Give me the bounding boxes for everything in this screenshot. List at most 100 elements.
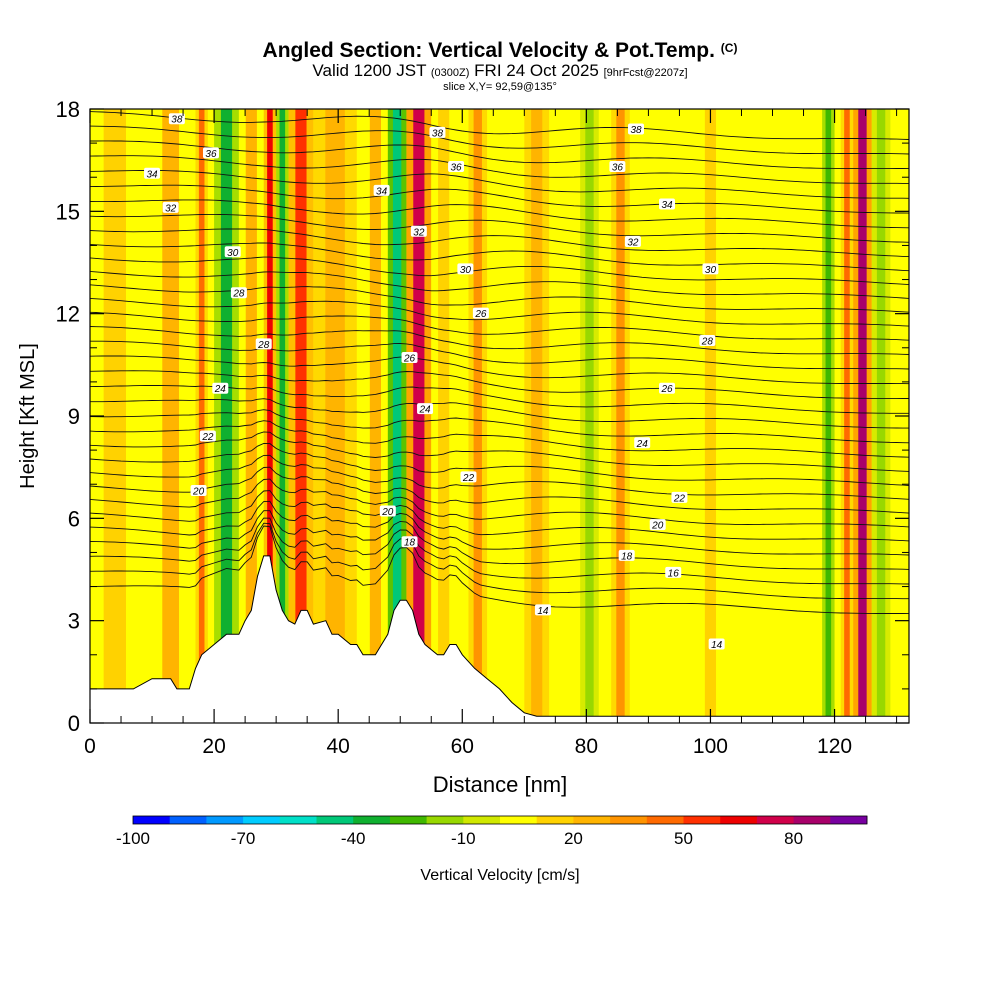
contour-label: 18 bbox=[621, 551, 633, 562]
colorbar-swatch bbox=[536, 816, 574, 824]
contour-label-bg bbox=[634, 437, 651, 449]
contour-label-bg bbox=[708, 638, 725, 650]
x-axis-label: Distance [nm] bbox=[433, 772, 568, 797]
theta-isoline bbox=[90, 213, 909, 243]
contour-label: 26 bbox=[474, 309, 487, 320]
contour-label-bg bbox=[429, 126, 446, 138]
contour-label-bg bbox=[144, 167, 161, 179]
contour-label: 26 bbox=[403, 354, 416, 365]
contour-label: 30 bbox=[460, 265, 472, 276]
velocity-band-core bbox=[295, 109, 307, 723]
x-tick-label: 100 bbox=[693, 735, 728, 758]
y-tick-label: 3 bbox=[68, 609, 80, 634]
y-tick-label: 18 bbox=[56, 97, 80, 122]
contour-label-bg bbox=[410, 225, 427, 237]
theta-isoline bbox=[90, 297, 909, 327]
colorbar-swatch bbox=[316, 816, 354, 824]
colorbar-swatch bbox=[463, 816, 501, 824]
contour-label: 38 bbox=[171, 115, 183, 126]
theta-isoline bbox=[90, 140, 909, 170]
colorbar-swatch bbox=[169, 816, 207, 824]
velocity-band-core bbox=[369, 109, 381, 723]
y-tick-label: 12 bbox=[56, 302, 80, 327]
contour-label-bg bbox=[373, 184, 390, 196]
contour-label: 28 bbox=[232, 289, 245, 300]
contour-label-bg bbox=[168, 113, 185, 125]
velocity-band-core bbox=[438, 109, 450, 723]
contour-label-bg bbox=[162, 201, 179, 213]
velocity-band-core bbox=[279, 109, 286, 723]
contour-label-bg bbox=[448, 160, 465, 172]
contour-label-bg bbox=[199, 430, 216, 442]
velocity-band-core bbox=[876, 109, 886, 723]
velocity-field bbox=[90, 109, 909, 723]
theta-isoline bbox=[90, 478, 909, 528]
colorbar-swatch bbox=[720, 816, 758, 824]
theta-isoline bbox=[90, 311, 909, 341]
contour-label-bg bbox=[224, 246, 241, 258]
theta-isoline bbox=[90, 454, 909, 500]
contour-label: 24 bbox=[214, 384, 227, 395]
x-tick-label: 0 bbox=[84, 735, 96, 758]
contour-label-bg bbox=[659, 382, 676, 394]
contour-label: 22 bbox=[462, 473, 475, 484]
contour-label: 14 bbox=[711, 640, 723, 651]
terrain-profile bbox=[90, 555, 909, 723]
theta-isoline bbox=[90, 443, 909, 486]
chart-title-block: Angled Section: Vertical Velocity & Pot.… bbox=[0, 36, 1000, 93]
theta-isoline bbox=[90, 431, 909, 472]
contour-label-bg bbox=[624, 236, 641, 248]
theta-isoline bbox=[90, 284, 909, 313]
contour-label: 20 bbox=[381, 507, 394, 518]
contour-label: 28 bbox=[257, 340, 270, 351]
colorbar-swatch bbox=[793, 816, 831, 824]
contour-label: 34 bbox=[146, 169, 158, 180]
contour-label-bg bbox=[417, 403, 434, 415]
velocity-band-core bbox=[704, 109, 717, 723]
y-tick-label: 0 bbox=[68, 711, 80, 736]
y-axis-label: Height [Kft MSL] bbox=[17, 343, 39, 489]
contour-label: 20 bbox=[192, 487, 205, 498]
velocity-band-core bbox=[825, 109, 832, 723]
contour-label-bg bbox=[699, 334, 716, 346]
x-tick-label: 20 bbox=[202, 735, 225, 758]
contour-label-bg bbox=[255, 338, 272, 350]
colorbar-swatch bbox=[353, 816, 391, 824]
colorbar-swatch bbox=[426, 816, 464, 824]
theta-isoline bbox=[90, 490, 909, 542]
contour-label: 20 bbox=[651, 521, 664, 532]
contour-label-bg bbox=[190, 485, 207, 497]
colorbar-swatch bbox=[389, 816, 427, 824]
contour-label-bg bbox=[671, 491, 688, 503]
title-main-text: Angled Section: Vertical Velocity & Pot.… bbox=[262, 39, 715, 62]
velocity-band-core bbox=[858, 109, 867, 723]
theta-isoline bbox=[90, 170, 909, 199]
colorbar-swatch bbox=[573, 816, 611, 824]
contour-label: 22 bbox=[201, 432, 214, 443]
contour-label-bg bbox=[628, 123, 644, 135]
valid-prefix: Valid 1200 JST bbox=[312, 61, 427, 80]
contour-label: 34 bbox=[661, 200, 673, 211]
colorbar-swatch bbox=[500, 816, 538, 824]
contour-label: 24 bbox=[418, 405, 431, 416]
contour-label: 34 bbox=[376, 186, 388, 197]
colorbar-tick-label: 80 bbox=[784, 829, 803, 848]
field-background bbox=[90, 109, 909, 723]
y-tick-label: 9 bbox=[68, 404, 80, 429]
velocity-band-core bbox=[413, 109, 425, 723]
theta-isoline bbox=[90, 270, 909, 299]
colorbar-tick-label: -70 bbox=[231, 829, 256, 848]
contour-label-bg bbox=[401, 536, 418, 548]
colorbar-frame bbox=[132, 815, 868, 825]
colorbar-label: Vertical Velocity [cm/s] bbox=[420, 867, 579, 884]
chart-title: Angled Section: Vertical Velocity & Pot.… bbox=[0, 36, 1000, 63]
contour-label: 36 bbox=[451, 162, 463, 173]
contour-label: 16 bbox=[668, 568, 680, 579]
contour-label-bg bbox=[472, 307, 489, 319]
contour-label: 22 bbox=[673, 493, 686, 504]
colorbar-swatch bbox=[646, 816, 684, 824]
valid-time: Valid 1200 JST (0300Z) FRI 24 Oct 2025 [… bbox=[0, 61, 1000, 81]
velocity-band-core bbox=[473, 109, 482, 723]
contour-label: 32 bbox=[413, 227, 425, 238]
